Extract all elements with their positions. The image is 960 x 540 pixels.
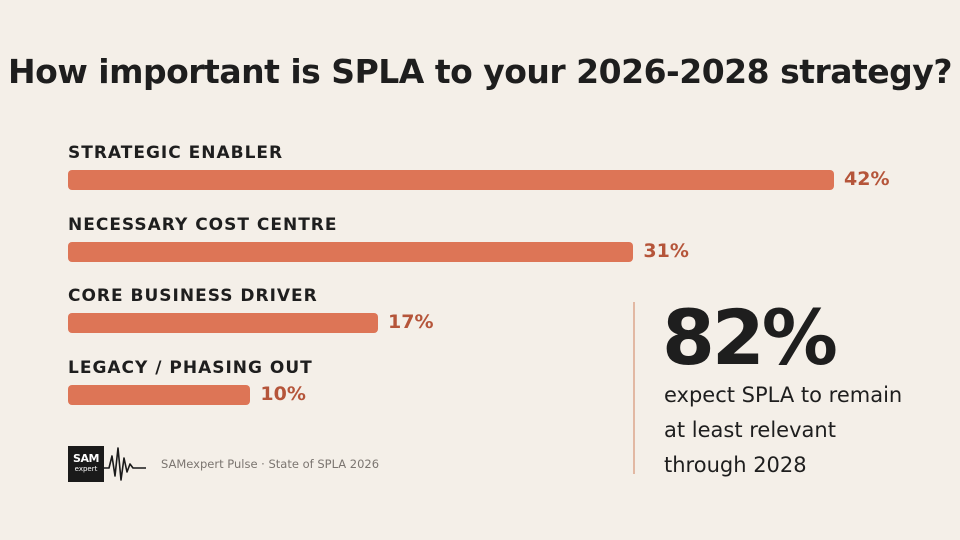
bar [68,313,379,333]
value-label: 10% [260,382,306,405]
pulse-icon [104,447,146,481]
bar [68,241,634,262]
bar [68,384,251,405]
value-label: 17% [388,311,434,333]
chart-title: How important is SPLA to your 2026-2028 … [8,52,952,91]
logo-mark: SAM expert [68,446,104,482]
samexpert-logo: SAM expert [68,446,146,482]
category-label: NECESSARY COST CENTRE [68,214,338,235]
source-note: SAMexpert Pulse · State of SPLA 2026 [161,457,380,471]
value-label: 31% [643,239,689,262]
callout-stat: 82% [662,293,838,382]
category-label: STRATEGIC ENABLER [68,143,284,163]
callout-text: expect SPLA to remain at least relevant … [664,378,924,483]
divider [633,302,635,474]
callout-line: through 2028 [664,453,807,477]
category-label: CORE BUSINESS DRIVER [68,286,318,306]
category-label: LEGACY / PHASING OUT [68,357,313,378]
logo-subtext: expert [74,465,98,473]
callout-line: expect SPLA to remain [664,383,903,407]
value-label: 42% [844,168,890,190]
bar [68,170,834,190]
logo-text: SAM [73,452,99,465]
callout-line: at least relevant [664,418,836,442]
